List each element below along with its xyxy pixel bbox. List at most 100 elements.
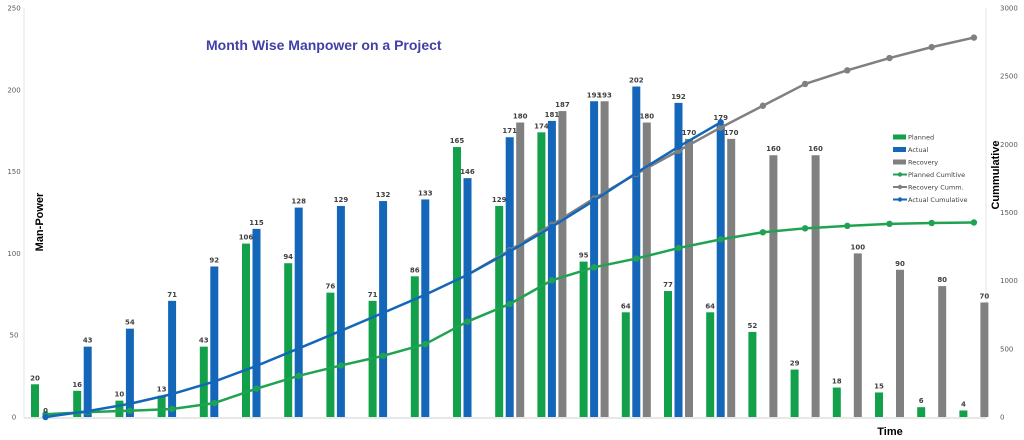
point-actual-cumulative xyxy=(211,378,218,385)
bar-planned xyxy=(959,410,968,417)
legend: Planned Actual Recovery Planned Cumltive Rec… xyxy=(893,134,968,204)
bar-recovery xyxy=(685,138,693,417)
data-label-planned: 165 xyxy=(450,137,465,145)
bar-planned xyxy=(157,395,166,417)
bar-planned xyxy=(31,384,39,417)
point-actual-cumulative xyxy=(590,197,598,204)
data-label-planned: 20 xyxy=(30,374,40,382)
point-actual-cumulative xyxy=(548,223,556,231)
data-label-planned: 76 xyxy=(326,283,336,291)
bar-actual xyxy=(252,228,261,417)
point-planned-cumltive xyxy=(844,222,851,230)
bar-planned xyxy=(706,312,715,417)
data-label-planned: 64 xyxy=(621,302,631,310)
bar-planned xyxy=(73,390,82,417)
legend-swatch xyxy=(893,147,906,152)
bar-planned xyxy=(453,147,461,417)
bar-planned xyxy=(832,387,841,417)
bar-actual xyxy=(379,201,388,417)
bar-recovery xyxy=(853,253,862,417)
point-planned-cumltive xyxy=(970,219,978,226)
bar-recovery xyxy=(727,138,736,417)
point-planned-cumltive xyxy=(548,277,556,284)
y2-tick-label: 2000 xyxy=(1000,141,1018,149)
data-label-planned: 13 xyxy=(157,386,167,394)
data-label-planned: 129 xyxy=(492,196,507,204)
point-actual-cumulative xyxy=(253,362,260,370)
data-label-planned: 4 xyxy=(961,400,966,408)
legend-label: Recovery Cumm. xyxy=(908,184,964,192)
legend-item-recovery: Recovery xyxy=(893,159,938,167)
bar-recovery xyxy=(558,111,567,418)
point-actual-cumulative xyxy=(379,309,387,317)
bar-planned xyxy=(621,312,630,417)
data-label-planned: 18 xyxy=(832,378,842,386)
data-label-planned: 6 xyxy=(919,397,924,405)
point-planned-cumltive xyxy=(337,362,345,369)
point-actual-cumulative xyxy=(633,169,640,177)
point-actual-cumulative xyxy=(464,271,471,279)
legend-label: Recovery xyxy=(908,159,938,167)
data-label-actual: 43 xyxy=(83,337,93,345)
point-actual-cumulative xyxy=(675,143,682,150)
bar-planned xyxy=(115,400,124,417)
data-label-planned: 43 xyxy=(199,337,209,345)
point-recovery-cumm xyxy=(886,54,893,62)
bar-actual xyxy=(336,205,345,417)
data-label-recovery: 90 xyxy=(895,260,905,268)
bar-planned xyxy=(579,261,588,417)
point-planned-cumltive xyxy=(759,229,767,236)
legend-swatch-marker xyxy=(897,184,903,190)
legend-swatch-marker xyxy=(897,197,903,202)
data-label-actual: 133 xyxy=(418,189,433,197)
point-actual-cumulative xyxy=(84,407,91,415)
legend-swatch-marker xyxy=(897,172,903,177)
y2-tick-label: 1500 xyxy=(1000,209,1018,217)
point-planned-cumltive xyxy=(506,300,513,308)
legend-item-planned-cumltive: Planned Cumltive xyxy=(893,171,965,179)
data-label-actual: 146 xyxy=(460,168,475,176)
legend-item-actual: Actual xyxy=(893,146,929,154)
bar-planned xyxy=(326,292,335,417)
bar-recovery xyxy=(600,101,609,417)
point-planned-cumltive xyxy=(168,405,176,413)
y2-tick-label: 3000 xyxy=(1000,5,1018,13)
point-actual-cumulative xyxy=(295,345,302,352)
legend-swatch xyxy=(893,134,906,140)
data-label-planned: 77 xyxy=(663,281,673,289)
data-label-actual: 129 xyxy=(334,196,349,204)
point-planned-cumltive xyxy=(717,236,724,243)
point-actual-cumulative xyxy=(126,400,134,407)
data-label-planned: 94 xyxy=(283,253,293,261)
data-label-recovery: 80 xyxy=(937,276,947,284)
point-planned-cumltive xyxy=(675,244,682,252)
y2-tick-label: 2500 xyxy=(1000,73,1018,81)
bar-actual xyxy=(168,300,177,417)
point-actual-cumulative xyxy=(717,119,724,126)
point-planned-cumltive xyxy=(928,219,935,227)
data-label-actual: 115 xyxy=(249,219,264,227)
point-planned-cumltive xyxy=(253,385,260,392)
bar-planned xyxy=(284,263,293,417)
bar-actual xyxy=(83,346,92,417)
legend-label: Actual xyxy=(908,146,929,154)
bar-recovery xyxy=(516,122,525,418)
bar-actual xyxy=(505,137,514,417)
data-label-actual: 192 xyxy=(671,93,686,101)
legend-label: Actual Cumulative xyxy=(908,196,968,204)
bar-actual xyxy=(463,178,472,417)
y-tick-label: 200 xyxy=(7,86,20,94)
bar-actual xyxy=(294,207,303,417)
bar-actual xyxy=(716,124,725,417)
legend-item-actual-cumulative: Actual Cumulative xyxy=(893,196,968,204)
data-label-recovery: 170 xyxy=(724,129,739,137)
data-label-recovery: 160 xyxy=(808,145,823,153)
bar-actual xyxy=(632,86,641,417)
point-planned-cumltive xyxy=(801,225,809,232)
point-recovery-cumm xyxy=(759,102,767,109)
point-planned-cumltive xyxy=(379,352,387,359)
y-tick-label: 150 xyxy=(7,168,20,176)
y2-axis-title: Cummulative xyxy=(990,140,1002,209)
point-recovery-cumm xyxy=(801,80,809,88)
y2-tick-label: 1000 xyxy=(1000,277,1018,285)
